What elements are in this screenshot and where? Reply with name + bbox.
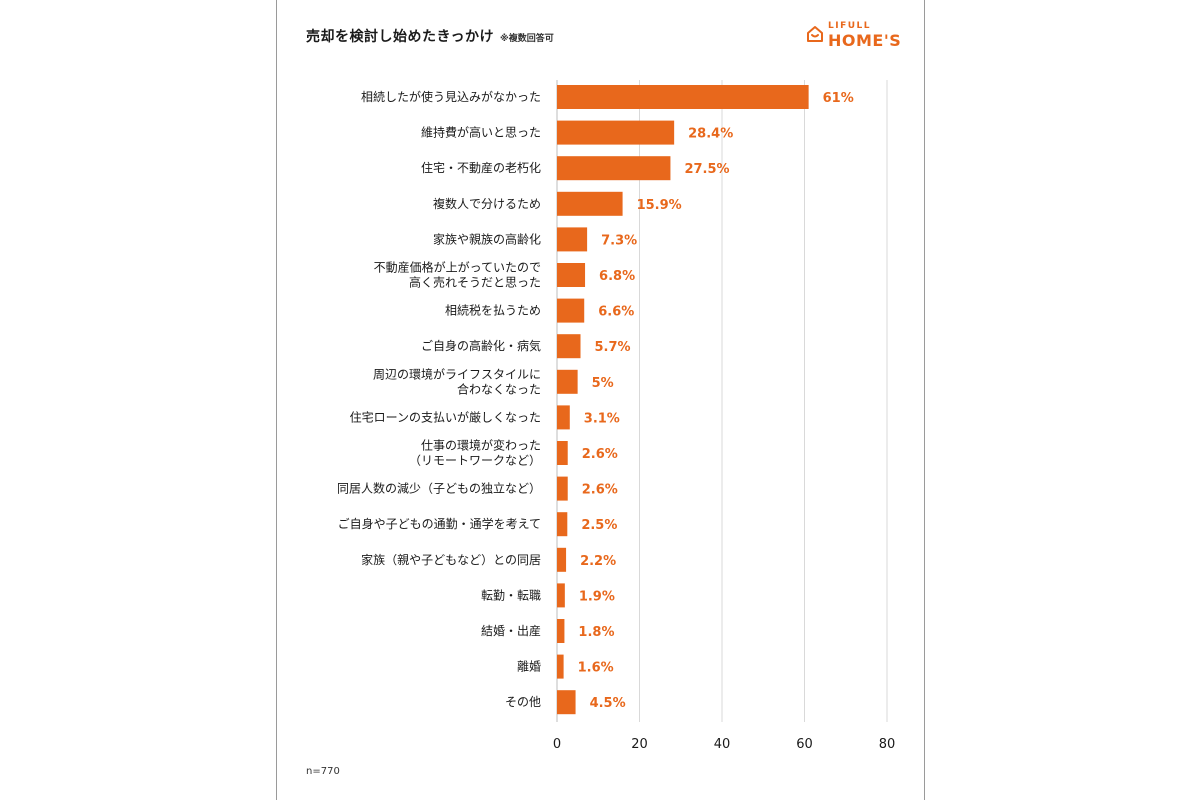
value-label: 1.8% <box>578 625 614 640</box>
value-label: 5.7% <box>595 340 631 355</box>
value-label: 2.2% <box>580 554 616 569</box>
category-label: ご自身や子どもの通勤・通学を考えて <box>338 516 541 531</box>
brand-logo: LIFULL HOME'S <box>806 19 910 51</box>
bar <box>557 298 585 323</box>
value-label: 1.6% <box>578 661 614 676</box>
bar <box>557 405 570 430</box>
bar <box>557 334 581 359</box>
category-label: 住宅ローンの支払いが厳しくなった <box>350 409 541 424</box>
category-label: ご自身の高齢化・病気 <box>421 338 541 353</box>
category-label: 住宅・不動産の老朽化 <box>421 160 541 175</box>
bar <box>557 191 623 216</box>
bar <box>557 369 578 394</box>
bar-layer <box>557 85 809 715</box>
value-label: 2.6% <box>582 483 618 498</box>
bar <box>557 227 588 252</box>
title-row: 売却を検討し始めたきっかけ ※複数回答可 <box>306 26 554 46</box>
value-label: 7.3% <box>601 233 637 248</box>
value-label: 27.5% <box>684 162 729 177</box>
value-label: 4.5% <box>590 696 626 711</box>
value-label: 6.6% <box>598 305 634 320</box>
bar <box>557 547 567 572</box>
bar <box>557 583 565 608</box>
bar <box>557 263 586 287</box>
value-label: 2.5% <box>581 518 617 533</box>
value-label: 28.4% <box>688 127 733 142</box>
value-label: 5% <box>592 376 614 391</box>
bar <box>557 619 565 643</box>
category-label: 高く売れそうだと思った <box>409 275 541 290</box>
bar <box>557 654 564 679</box>
category-label: 周辺の環境がライフスタイルに <box>373 366 541 381</box>
category-label: その他 <box>505 695 541 709</box>
category-label: 合わなくなった <box>457 381 541 396</box>
logo-top-text: LIFULL <box>828 21 872 31</box>
category-label: 相続したが使う見込みがなかった <box>361 89 541 104</box>
tick-layer: 0 20 40 60 80 <box>553 737 895 752</box>
multiple-answer-note: ※複数回答可 <box>499 34 554 44</box>
category-label: （リモートワークなど） <box>409 454 541 468</box>
category-label: 維持費が高いと思った <box>421 125 541 140</box>
category-label: 家族や親族の高齢化 <box>433 231 541 246</box>
logo-main-text: HOME'S <box>828 31 902 50</box>
category-label: 離婚 <box>517 660 541 674</box>
x-tick-label: 20 <box>631 737 648 752</box>
house-icon <box>807 26 823 42</box>
value-label: 2.6% <box>582 447 618 462</box>
category-label: 家族（親や子どもなど）との同居 <box>361 552 541 567</box>
value-label: 6.8% <box>599 269 635 284</box>
x-tick-label: 40 <box>714 737 731 752</box>
category-label: 結婚・出産 <box>481 623 541 638</box>
value-label: 3.1% <box>584 411 620 426</box>
category-label: 仕事の環境が変わった <box>421 438 541 453</box>
value-label: 1.9% <box>579 589 615 604</box>
bar <box>557 441 568 465</box>
label-layer: 相続したが使う見込みがなかった 61% 維持費が高いと思った 28.4% 住宅・不動産の… <box>337 89 854 711</box>
category-label: 複数人で分けるため <box>433 196 541 211</box>
x-tick-label: 60 <box>796 737 813 752</box>
bar <box>557 512 568 537</box>
bar <box>557 690 576 715</box>
bar <box>557 156 671 181</box>
chart-title: 売却を検討し始めたきっかけ <box>306 29 494 45</box>
bar <box>557 476 568 501</box>
category-label: 相続税を払うため <box>445 304 541 318</box>
value-label: 61% <box>823 91 854 106</box>
sample-size: n=770 <box>306 766 340 777</box>
bar <box>557 85 809 109</box>
value-label: 15.9% <box>637 198 682 213</box>
x-tick-label: 0 <box>553 737 561 752</box>
category-label: 同居人数の減少（子どもの独立など） <box>337 481 541 496</box>
grid-layer <box>556 80 888 722</box>
x-tick-label: 80 <box>879 737 896 752</box>
category-label: 転勤・転職 <box>481 588 541 602</box>
bar <box>557 120 675 145</box>
category-label: 不動産価格が上がっていたので <box>374 260 541 275</box>
